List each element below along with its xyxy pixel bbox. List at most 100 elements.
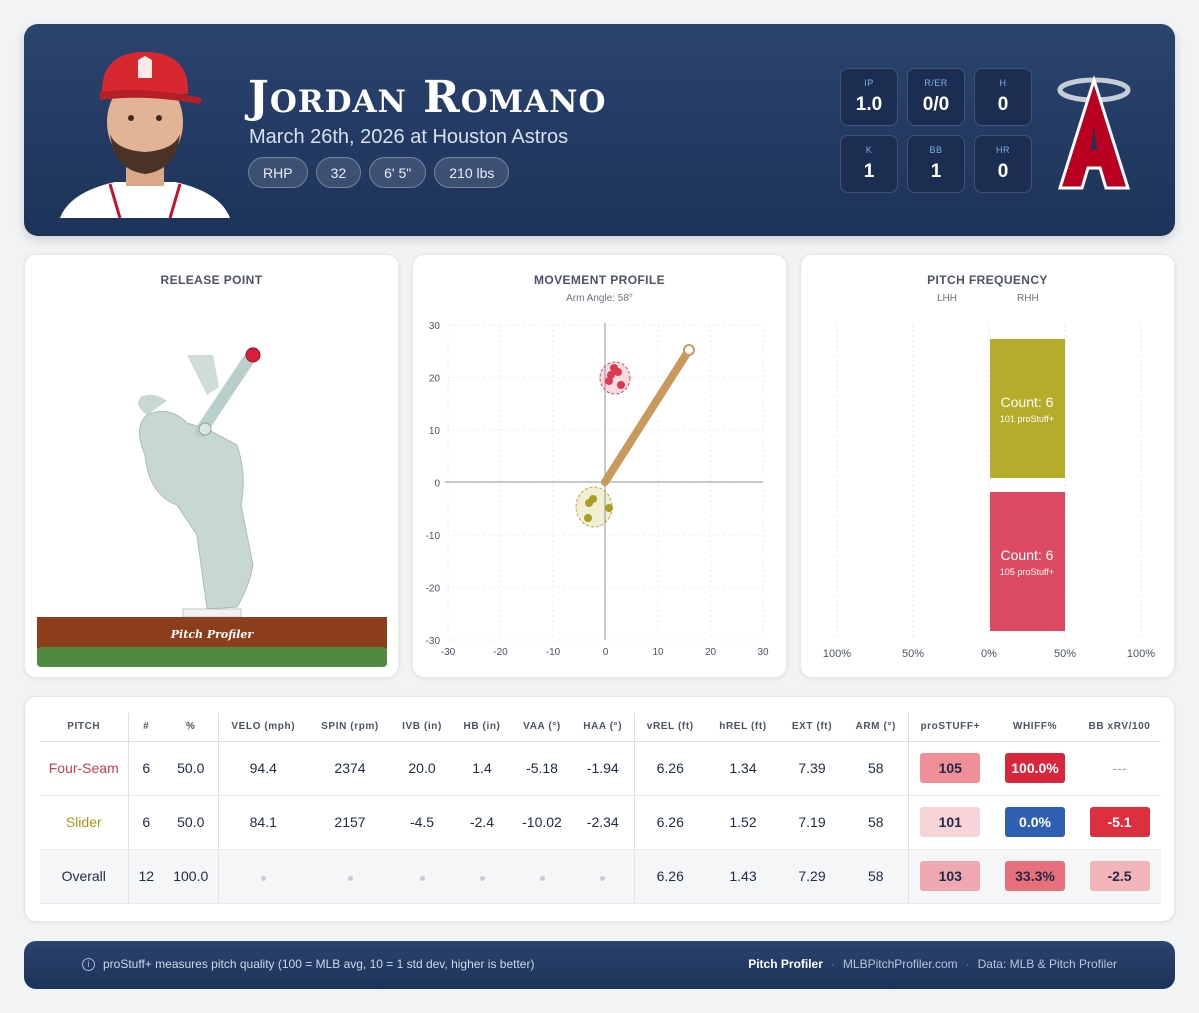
age-chip: 32: [315, 157, 362, 188]
y-tick-label: 10: [429, 426, 441, 437]
hrel-cell: 1.52: [706, 795, 780, 850]
y-tick-label: 20: [429, 374, 441, 385]
lhh-label: LHH: [937, 293, 958, 304]
four-seam-point: [605, 377, 613, 385]
stuff-cell: 101: [920, 807, 981, 837]
four-seam-count-label: Count: 6: [1001, 547, 1054, 563]
slider-stuff-label: 101 proStuff+: [1000, 414, 1054, 424]
col-header: %: [164, 713, 218, 742]
empty-dot-icon: [600, 876, 606, 881]
ivb-cell: -4.5: [392, 795, 452, 850]
col-header: VELO (mph): [217, 713, 308, 742]
footer-site-link[interactable]: MLBPitchProfiler.com: [842, 957, 958, 971]
vrel-cell: 6.26: [633, 741, 706, 796]
hrel-cell: 1.43: [706, 849, 780, 904]
ext-cell: 7.19: [780, 795, 844, 850]
col-header: WHIFF%: [992, 713, 1078, 742]
hrel-cell: 1.34: [706, 741, 780, 796]
col-header: EXT (ft): [780, 713, 844, 742]
haa-cell: -1.94: [572, 741, 634, 796]
x-tick-label: -30: [441, 647, 456, 658]
movement-profile-panel: MOVEMENT PROFILE Arm Angle: 58° -30 -20 -1…: [412, 254, 787, 678]
pitch-name: Slider: [40, 795, 128, 850]
weight-chip: 210 lbs: [434, 157, 510, 188]
player-chips: RHP 32 6' 5" 210 lbs: [248, 157, 510, 188]
footer-brand: Pitch Profiler: [748, 957, 823, 971]
empty-dot-icon: [419, 876, 425, 881]
spin-cell: 2157: [308, 795, 392, 850]
y-tick-label: 0: [434, 479, 440, 490]
col-header: PITCH: [40, 713, 128, 742]
velo-cell: 84.1: [217, 795, 308, 850]
player-headshot: [60, 52, 230, 218]
stuff-cell: 105: [920, 753, 981, 783]
pitch-count: 6: [127, 795, 164, 850]
arm-angle-label: Arm Angle: 58°: [566, 293, 633, 304]
stat-ip: IP 1.0: [840, 68, 898, 126]
col-header: hREL (ft): [706, 713, 780, 742]
xrv-cell: ---: [1078, 741, 1161, 796]
slider-point: [605, 504, 613, 512]
table-header-row: PITCH # % VELO (mph) SPIN (rpm) IVB (in)…: [40, 713, 1161, 742]
slider-frequency-bar: [990, 339, 1065, 478]
empty-dot-icon: [260, 876, 266, 881]
pitch-count: 6: [127, 741, 164, 796]
footer: i proStuff+ measures pitch quality (100 …: [24, 941, 1175, 989]
freq-axis-label: 0%: [981, 648, 997, 660]
x-tick-label: 30: [757, 647, 769, 658]
player-header: Jordan Romano March 26th, 2026 at Housto…: [24, 24, 1175, 236]
col-header: VAA (°): [512, 713, 572, 742]
four-seam-point: [614, 368, 622, 376]
vrel-cell: 6.26: [633, 849, 706, 904]
x-tick-label: -10: [546, 647, 561, 658]
col-header: ARM (°): [844, 713, 908, 742]
stat-r-er: R/ER 0/0: [907, 68, 965, 126]
movement-chart: -30 -20 -10 0 10 20 30 30 20 10 0 -10 -20 -30: [426, 321, 769, 658]
arm-cell: 58: [844, 849, 908, 904]
game-subtitle: March 26th, 2026 at Houston Astros: [249, 126, 569, 148]
col-header: proSTUFF+: [907, 713, 992, 742]
stat-hr: HR 0: [974, 135, 1032, 193]
hb-cell: 1.4: [452, 741, 512, 796]
release-point-figure: Pitch Profiler: [37, 347, 387, 667]
y-tick-label: -20: [426, 584, 441, 595]
pitch-pct: 50.0: [164, 795, 218, 850]
col-header: HB (in): [452, 713, 512, 742]
pitch-count: 12: [127, 849, 164, 904]
col-header: #: [127, 713, 164, 742]
table-row-slider: Slider 6 50.0 84.1 2157 -4.5 -2.4 -10.02…: [40, 795, 1161, 850]
xrv-cell: -5.1: [1089, 807, 1150, 837]
slider-count-label: Count: 6: [1001, 394, 1054, 410]
col-header: IVB (in): [392, 713, 452, 742]
ext-cell: 7.39: [780, 741, 844, 796]
haa-cell: -2.34: [572, 795, 634, 850]
pitch-metrics-table-card: PITCH # % VELO (mph) SPIN (rpm) IVB (in)…: [24, 696, 1175, 922]
pitch-name: Overall: [40, 849, 128, 904]
release-point-title: RELEASE POINT: [160, 273, 263, 287]
slider-point: [585, 499, 593, 507]
table-row-overall: Overall 12 100.0 6.26 1.43 7.29 58 103 3…: [40, 849, 1161, 904]
release-point-panel: RELEASE POINT Pitch Profiler: [24, 254, 399, 678]
table-row-four-seam: Four-Seam 6 50.0 94.4 2374 20.0 1.4 -5.1…: [40, 741, 1161, 796]
vaa-cell: -10.02: [512, 795, 572, 850]
col-header: vREL (ft): [633, 713, 706, 742]
col-header: BB xRV/100: [1078, 713, 1161, 742]
y-tick-label: 30: [429, 321, 441, 332]
x-tick-label: 0: [603, 647, 609, 658]
vrel-cell: 6.26: [633, 795, 706, 850]
stuff-cell: 103: [920, 861, 981, 891]
arm-angle-line: [601, 346, 693, 486]
height-chip: 6' 5": [369, 157, 427, 188]
freq-axis-label: 50%: [1054, 648, 1076, 660]
arm-cell: 58: [844, 741, 908, 796]
whiff-cell: 33.3%: [1005, 861, 1065, 891]
angels-logo-icon: [1057, 75, 1131, 190]
rhh-label: RHH: [1017, 293, 1039, 304]
velo-cell: 94.4: [217, 741, 308, 796]
four-seam-stuff-label: 105 proStuff+: [1000, 567, 1054, 577]
slider-point: [584, 514, 592, 522]
x-tick-label: 10: [652, 647, 664, 658]
